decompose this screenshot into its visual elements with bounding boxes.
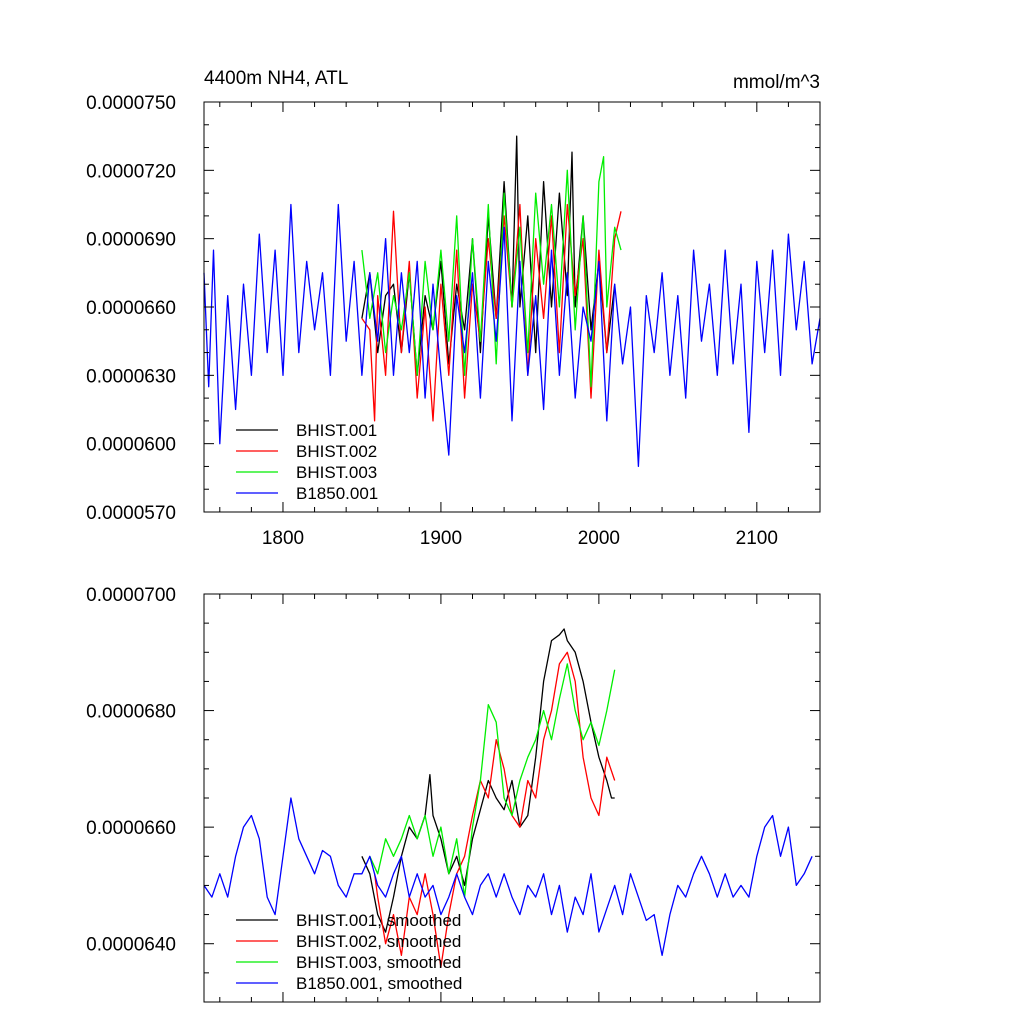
legend-label: BHIST.001 xyxy=(296,421,377,440)
series-line-2 xyxy=(369,663,616,898)
y-tick-label: 0.0000600 xyxy=(86,435,176,456)
x-tick-label: 2100 xyxy=(736,528,778,549)
legend-label: BHIST.002, smoothed xyxy=(296,932,461,951)
x-tick-label: 1800 xyxy=(262,528,304,549)
y-tick-label: 0.0000640 xyxy=(86,935,176,956)
axes: 0.0000640 0.0000660 0.0000680 0.0000700 xyxy=(86,585,821,1003)
x-tick-label: 1900 xyxy=(420,528,462,549)
y-tick-label: 0.0000570 xyxy=(86,503,176,524)
y-tick-label: 0.0000750 xyxy=(86,93,176,114)
y-tick-label: 0.0000630 xyxy=(86,366,176,387)
y-tick-label: 0.0000680 xyxy=(86,702,176,723)
legend-label: BHIST.001, smoothed xyxy=(296,911,461,930)
series-line-1 xyxy=(373,651,616,968)
axes: 1800 1900 2000 2100 0.0000570 0.0000600 0.0000… xyxy=(86,93,821,549)
legend-label: BHIST.002 xyxy=(296,442,377,461)
y-tick-label: 0.0000700 xyxy=(86,585,176,606)
series-line-0 xyxy=(361,628,615,933)
chart-title: 4400m NH4, ATL xyxy=(204,68,348,89)
series-line-3 xyxy=(203,797,813,957)
y-tick-label: 0.0000720 xyxy=(86,161,176,182)
legend-label: B1850.001 xyxy=(296,484,378,503)
chart-panel-top: 4400m NH4, ATL mmol/m^3 1800 1900 2000 2100… xyxy=(86,68,821,549)
plot-marks xyxy=(203,135,821,468)
y-tick-label: 0.0000660 xyxy=(86,298,176,319)
legend-label: B1850.001, smoothed xyxy=(296,974,462,993)
y-tick-label: 0.0000690 xyxy=(86,230,176,251)
plot-marks xyxy=(203,628,813,968)
legend-label: BHIST.003, smoothed xyxy=(296,953,461,972)
series-line-2 xyxy=(361,156,622,388)
legend: BHIST.001, smoothed BHIST.002, smoothed BH… xyxy=(236,911,462,993)
y-tick-label: 0.0000660 xyxy=(86,818,176,839)
x-tick-label: 2000 xyxy=(578,528,620,549)
chart-panel-bottom: 0.0000640 0.0000660 0.0000680 0.0000700 BHI… xyxy=(86,585,821,1003)
series-line-3 xyxy=(203,203,821,468)
units-label: mmol/m^3 xyxy=(733,72,820,93)
legend-label: BHIST.003 xyxy=(296,463,377,482)
legend: BHIST.001 BHIST.002 BHIST.003 B1850.001 xyxy=(236,421,378,503)
